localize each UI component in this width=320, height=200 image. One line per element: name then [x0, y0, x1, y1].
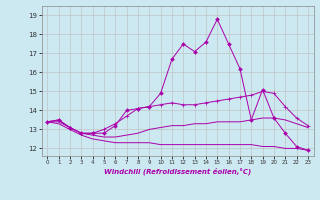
X-axis label: Windchill (Refroidissement éolien,°C): Windchill (Refroidissement éolien,°C): [104, 168, 251, 175]
